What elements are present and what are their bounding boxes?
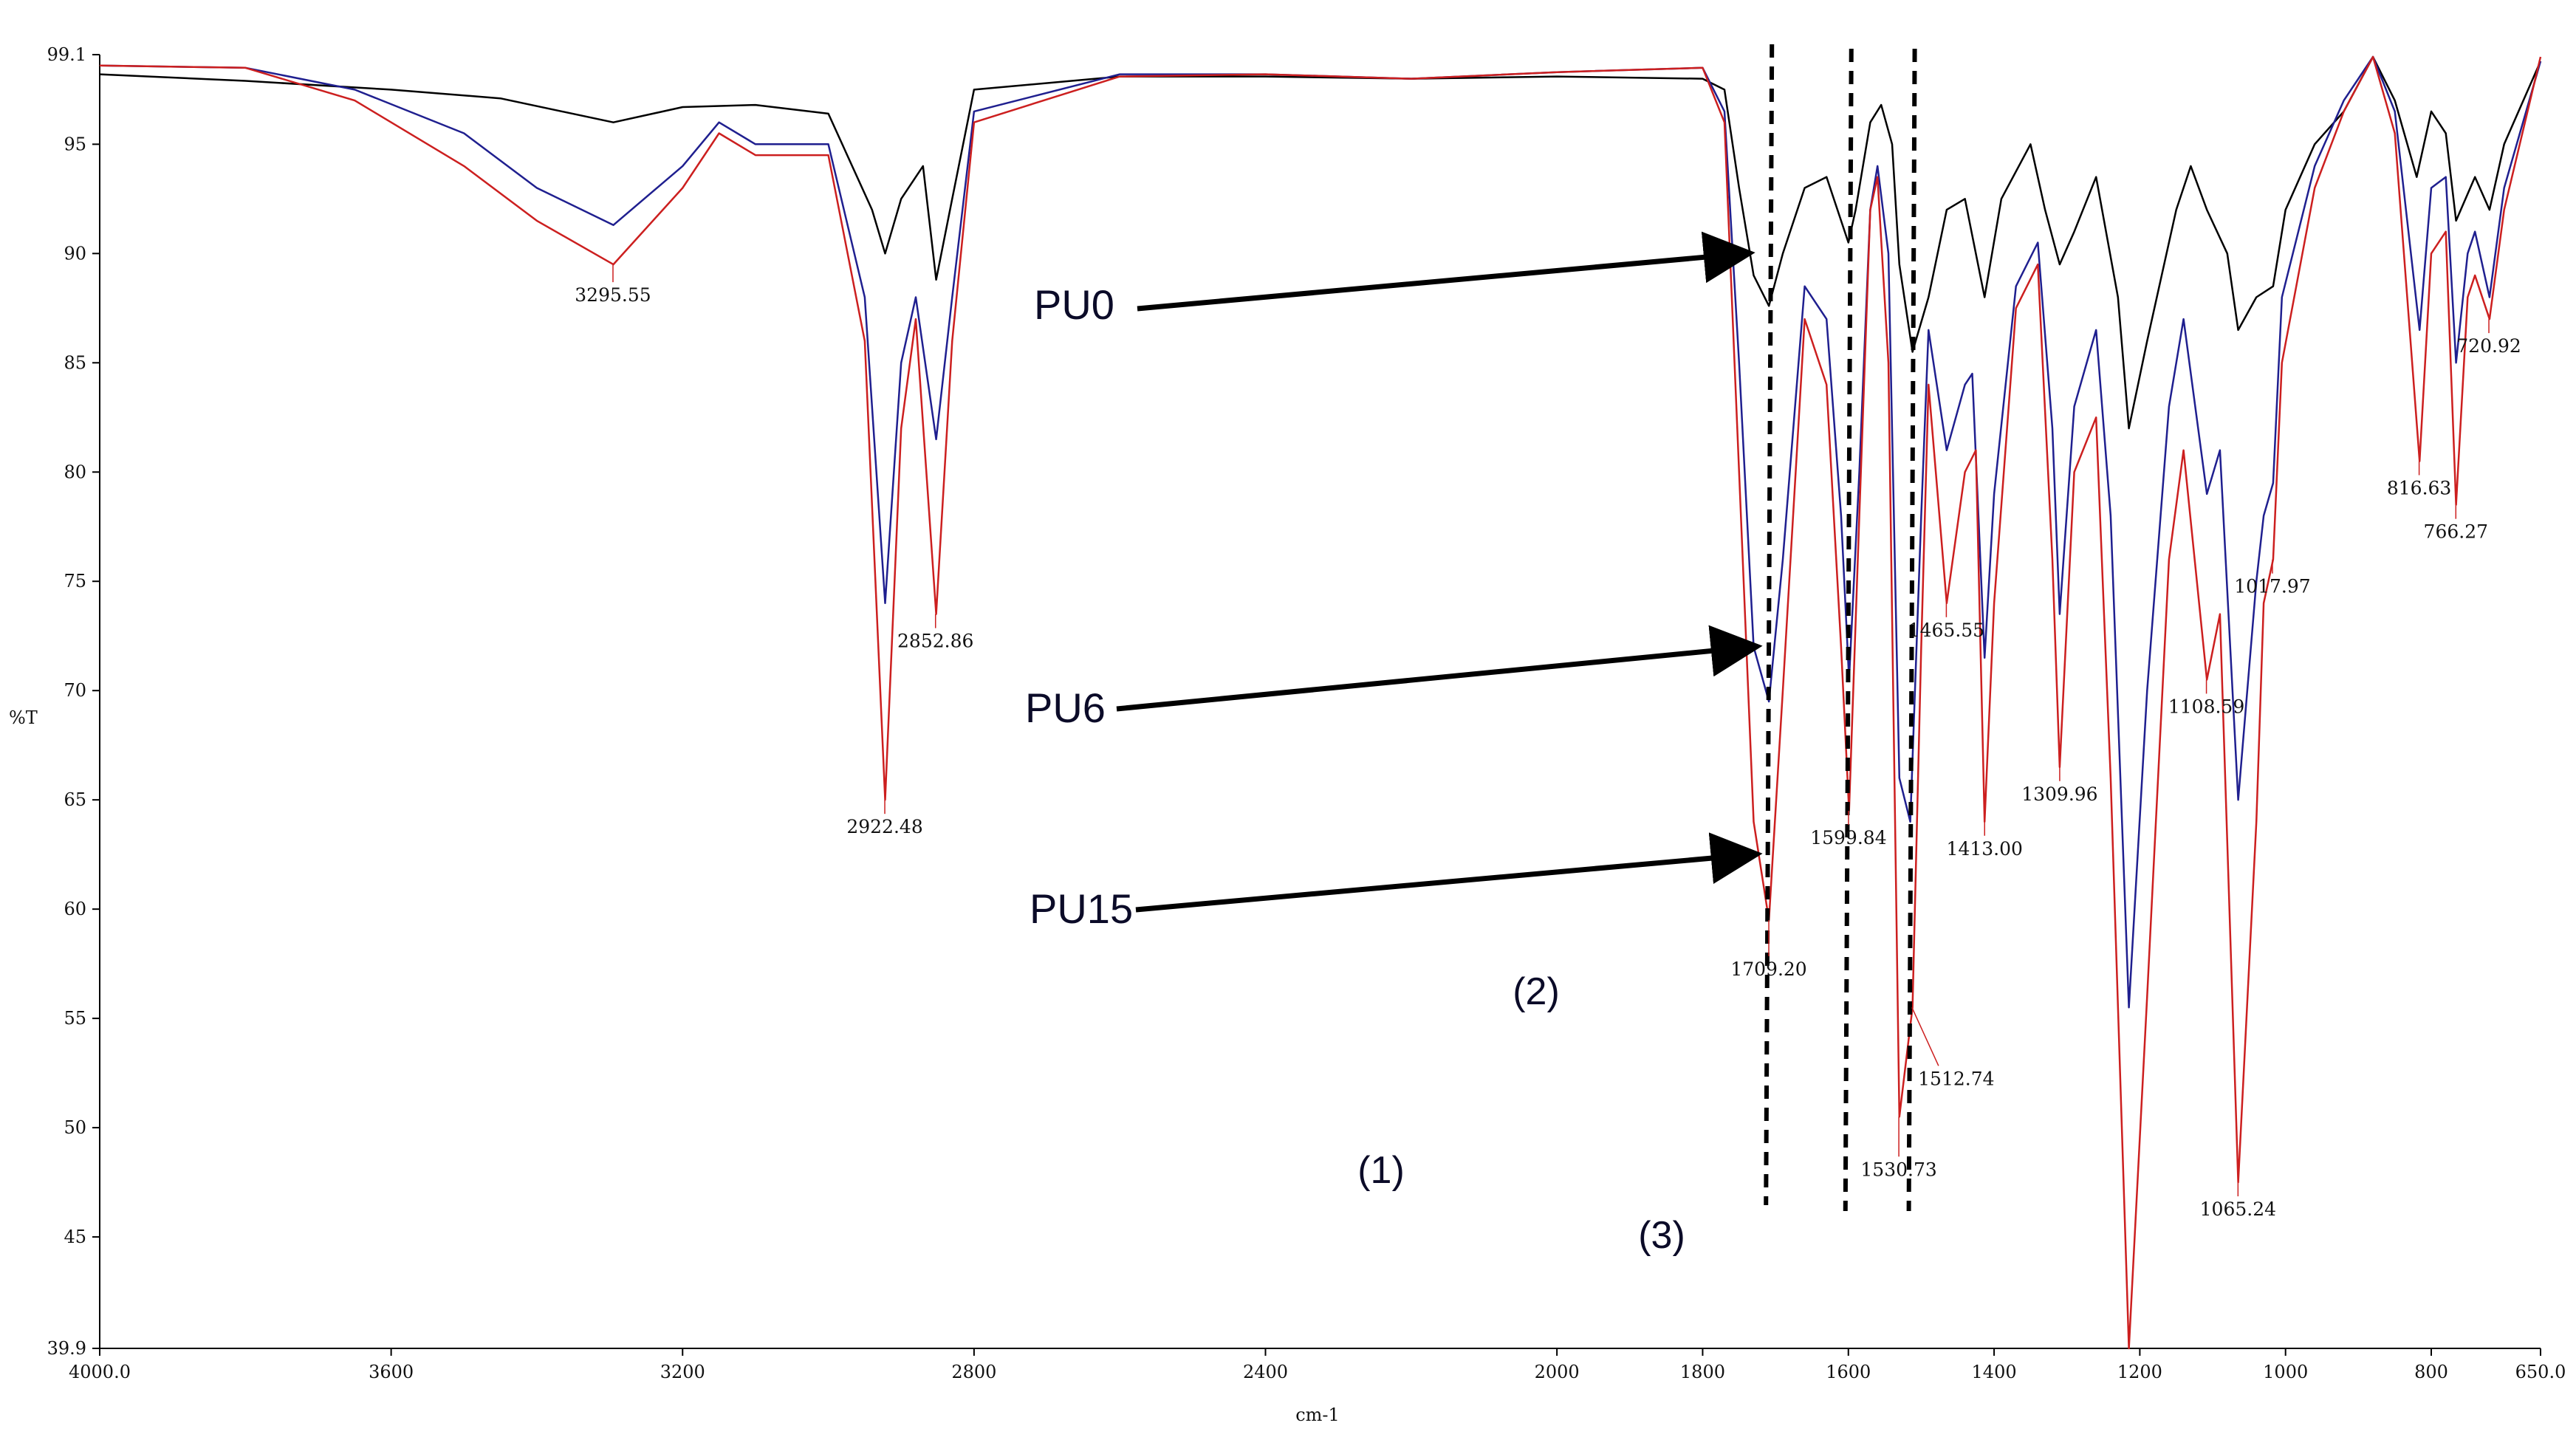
peak-label: 1512.74 [1918, 1068, 1994, 1089]
series-line [99, 55, 2542, 430]
x-tick-label: 1000 [2263, 1362, 2308, 1382]
y-tick-label: 95 [64, 134, 86, 154]
peak-label: 2922.48 [846, 816, 922, 837]
y-tick-label: 39.9 [47, 1338, 86, 1359]
peak-label: 1465.55 [1908, 620, 1984, 641]
peak-label: 1017.97 [2234, 576, 2310, 597]
series-pu15 [99, 55, 2542, 1350]
x-axis-title: cm-1 [1295, 1405, 1340, 1425]
peak-label: 720.92 [2456, 335, 2521, 357]
peak-label: 1413.00 [1947, 838, 2023, 860]
y-tick-label: 55 [64, 1008, 86, 1029]
peak-label: 1530.73 [1860, 1159, 1936, 1180]
peak-leader [1911, 1007, 1939, 1066]
y-tick-label: 50 [64, 1117, 86, 1138]
region-marker-label: (1) [1357, 1149, 1405, 1192]
y-axis-title: %T [9, 707, 38, 728]
peak-label: 1065.24 [2200, 1198, 2276, 1220]
y-tick-label: 80 [64, 462, 86, 482]
x-tick-label: 3600 [369, 1362, 414, 1382]
peak-label: 1108.59 [2168, 696, 2244, 717]
region-marker-line [1906, 48, 1917, 1212]
y-tick-label: 85 [64, 352, 86, 373]
series-line [99, 55, 2542, 1350]
x-tick-label: 2400 [1243, 1362, 1288, 1382]
peak-label: 816.63 [2387, 477, 2451, 498]
peak-label: 1309.96 [2021, 783, 2097, 805]
peak-label: 766.27 [2424, 521, 2488, 543]
region-marker-label: (3) [1638, 1214, 1685, 1257]
axes: 99.1 95 90 85 80 75 70 65 60 55 50 45 39.9 4000.0 3600… [47, 44, 2566, 1382]
annotation-label: PU15 [1030, 885, 1133, 932]
region-markers: (1) (2) (3) [1357, 44, 1917, 1257]
annotation-label: PU0 [1034, 281, 1114, 328]
peak-label: 3295.55 [575, 284, 651, 306]
region-marker-line [1843, 48, 1854, 1212]
peak-label: 2852.86 [897, 631, 973, 652]
x-tick-label: 1600 [1826, 1362, 1871, 1382]
x-tick-label: 1200 [2117, 1362, 2162, 1382]
series-group [99, 55, 2542, 1350]
x-tick-label: 4000.0 [69, 1362, 131, 1382]
peak-label: 1709.20 [1730, 958, 1806, 980]
peak-label: 1599.84 [1810, 827, 1886, 848]
annotation-arrow [1135, 832, 1763, 913]
x-tick-label: 3200 [660, 1362, 705, 1382]
series-line [99, 55, 2542, 1009]
y-tick-label: 45 [64, 1227, 86, 1247]
series-annotations: PU0 PU6 PU15 [1025, 231, 1763, 932]
x-tick-label: 650.0 [2515, 1362, 2566, 1382]
region-marker-label: (2) [1513, 970, 1560, 1013]
y-tick-label: 75 [64, 571, 86, 591]
annotation-label: PU6 [1025, 685, 1106, 731]
y-tick-label: 99.1 [47, 44, 86, 65]
x-tick-label: 1400 [1972, 1362, 2017, 1382]
series-pu6 [99, 55, 2542, 1009]
x-tick-label: 800 [2414, 1362, 2448, 1382]
region-marker-line [1764, 44, 1775, 1206]
y-tick-label: 65 [64, 789, 86, 810]
x-tick-label: 1800 [1680, 1362, 1725, 1382]
y-tick-label: 70 [64, 680, 86, 701]
x-tick-label: 2000 [1535, 1362, 1580, 1382]
annotation-arrow [1137, 231, 1755, 312]
x-tick-label: 2800 [951, 1362, 996, 1382]
y-tick-label: 90 [64, 243, 86, 264]
series-pu0 [99, 55, 2542, 430]
annotation-arrow [1116, 625, 1763, 712]
peak-labels: 3295.55 2922.48 2852.86 1709.20 1599.84 1530.… [575, 264, 2521, 1220]
y-tick-label: 60 [64, 899, 86, 919]
